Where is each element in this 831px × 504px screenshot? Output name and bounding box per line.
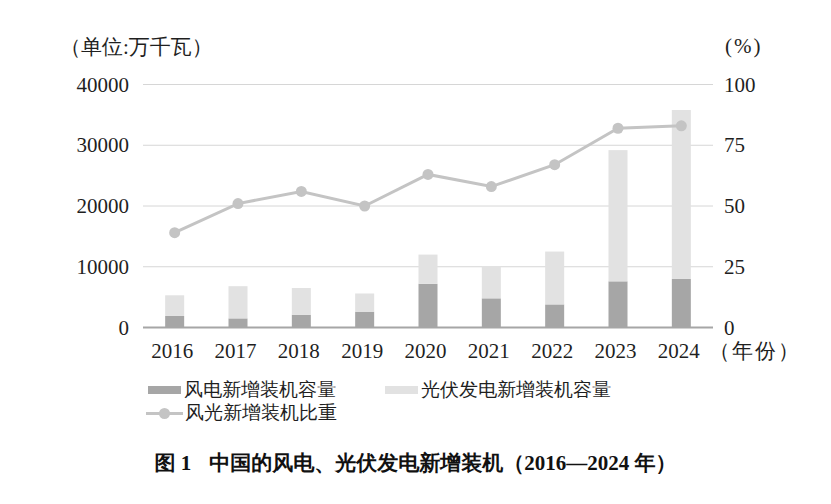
share-line-marker (486, 181, 497, 192)
wind-bar (292, 315, 311, 328)
right-axis-tick-label: 0 (724, 316, 735, 340)
share-line-marker (549, 159, 560, 170)
x-axis-tick-label: 2016 (151, 339, 193, 363)
share-line-marker (676, 120, 687, 131)
x-axis-tick-label: 2020 (405, 339, 447, 363)
legend-label-solar: 光伏发电新增装机容量 (421, 377, 611, 403)
wind-bar (609, 281, 628, 327)
solar-bar (482, 266, 501, 298)
right-axis-tick-label: 50 (724, 194, 745, 218)
wind-bar-swatch (148, 386, 181, 394)
solar-bar (292, 288, 311, 315)
right-axis-tick-label: 75 (724, 133, 745, 157)
wind-bar (229, 318, 248, 327)
solar-bar (355, 293, 374, 311)
share-line-marker (169, 227, 180, 238)
x-axis-tick-label: 2018 (278, 339, 320, 363)
x-axis-tick-label: 2021 (468, 339, 510, 363)
left-axis-tick-label: 20000 (77, 194, 130, 218)
caption-figure-number: 图 1 (155, 451, 192, 475)
wind-bar (419, 284, 438, 328)
left-axis-tick-label: 40000 (77, 73, 130, 97)
legend-label-share: 风光新增装机比重 (185, 400, 337, 426)
wind-bar (482, 298, 501, 327)
chart-caption: 图 1 中国的风电、光伏发电新增装机（2016—2024 年） (0, 449, 831, 477)
left-axis-tick-label: 0 (119, 316, 130, 340)
share-line-marker (613, 123, 624, 134)
left-axis-tick-label: 10000 (77, 255, 130, 279)
combo-chart: 0 10000 20000 30000 40000 0 25 50 75 100 2016 2017 2… (0, 0, 831, 440)
x-axis-tick-label: 2017 (215, 339, 257, 363)
share-line-marker (423, 169, 434, 180)
legend-item-share: 风光新增装机比重 (146, 400, 337, 426)
solar-bar (165, 295, 184, 316)
x-axis-tick-label: 2023 (595, 339, 637, 363)
solar-bar (229, 286, 248, 318)
x-axis-unit-label: （年份） (709, 339, 801, 363)
share-line-marker (233, 198, 244, 209)
share-line-marker (296, 186, 307, 197)
wind-bar (672, 279, 691, 328)
solar-bar (672, 110, 691, 279)
x-axis-tick-label: 2022 (531, 339, 573, 363)
wind-bar (545, 304, 564, 327)
wind-bar (165, 316, 184, 328)
solar-bar (419, 255, 438, 284)
x-axis-tick-label: 2019 (341, 339, 383, 363)
right-axis-tick-label: 100 (724, 73, 756, 97)
solar-bar (545, 252, 564, 305)
share-line-swatch (146, 407, 183, 419)
right-axis-tick-label: 25 (724, 255, 745, 279)
caption-title: 中国的风电、光伏发电新增装机（2016—2024 年） (209, 451, 676, 475)
left-axis-tick-label: 30000 (77, 133, 130, 157)
solar-bar-swatch (385, 386, 418, 394)
wind-bar (355, 312, 374, 328)
solar-bar (609, 150, 628, 281)
x-axis-tick-label: 2024 (658, 339, 701, 363)
legend-item-solar: 光伏发电新增装机容量 (385, 377, 611, 403)
share-line-marker (359, 201, 370, 212)
